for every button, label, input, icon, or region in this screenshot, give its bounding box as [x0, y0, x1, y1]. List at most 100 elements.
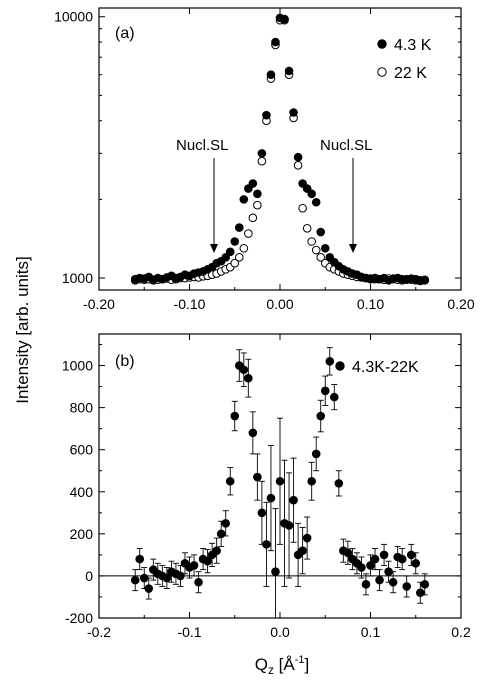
- data-point-4-3k: [230, 237, 240, 246]
- panel-a-label: (a): [115, 25, 135, 42]
- panel-a-x-tick-label: 0.10: [357, 296, 384, 312]
- panel-a-y-tick-label: 1000: [62, 270, 93, 286]
- panel-a-y-tick-label: 10000: [54, 9, 93, 25]
- data-point-4-3k: [289, 108, 298, 117]
- data-point-4-3k: [280, 14, 289, 24]
- data-point-diff: [239, 365, 249, 375]
- data-point-diff: [266, 493, 276, 503]
- panel-b-y-tick-label: 200: [70, 526, 94, 542]
- data-point-diff: [325, 357, 335, 366]
- x-axis-title-unit-close: ]: [305, 655, 310, 674]
- panel-b-x-tick-label: 0.1: [361, 624, 381, 640]
- panel-a-x-tick-label: -0.20: [83, 296, 115, 312]
- data-point-4-3k: [239, 195, 249, 204]
- data-point-22k: [257, 156, 267, 166]
- data-point-4-3k: [316, 227, 326, 237]
- data-point-diff: [316, 411, 326, 421]
- annotation-nucl-sl-left-text: Nucl.SL: [176, 137, 229, 154]
- panel-b-y-tick-label: 0: [85, 568, 93, 584]
- data-point-22k: [307, 237, 316, 246]
- data-point-diff: [162, 573, 172, 583]
- annotation-arrowhead-right: [349, 244, 357, 253]
- data-point-4-3k: [266, 70, 276, 80]
- data-point-4-3k: [307, 189, 316, 199]
- panel-b: -0.2 -0.1 0.0 0.1 0.2 -200 0 200 400 600 800 1000 (…: [62, 333, 471, 640]
- panel-b-x-tick-label: -0.1: [177, 624, 201, 640]
- panel-a-legend: 4.3 K 22 K: [377, 37, 432, 82]
- data-point-diff: [379, 550, 389, 560]
- data-point-4-3k: [293, 152, 303, 162]
- data-point-diff: [244, 373, 253, 383]
- data-point-4-3k: [284, 66, 294, 76]
- data-point-22k: [298, 203, 307, 213]
- data-point-diff: [420, 580, 430, 589]
- data-point-diff: [402, 582, 412, 591]
- data-point-diff: [271, 567, 280, 577]
- data-point-diff: [302, 533, 312, 543]
- legend-marker-22k: [377, 67, 387, 77]
- data-point-diff: [415, 588, 425, 598]
- panel-b-x-tick-label: -0.2: [87, 624, 111, 640]
- legend-label-4-3k: 4.3 K: [394, 37, 432, 54]
- panel-a-marks: [130, 13, 430, 286]
- data-point-22k: [234, 253, 244, 262]
- data-point-diff: [248, 428, 258, 438]
- annotation-arrowhead-left: [210, 244, 218, 253]
- data-point-diff: [375, 575, 384, 585]
- data-point-diff: [397, 554, 407, 564]
- panel-a: -0.20 -0.10 0.00 0.10 0.20 1000 10000 (a) 4.3 …: [54, 7, 475, 312]
- panel-b-label: (b): [115, 353, 135, 370]
- x-axis-title: Qz [Å-1]: [255, 654, 310, 677]
- panel-b-ticks: -0.2 -0.1 0.0 0.1 0.2 -200 0 200 400 600 800 1000: [62, 334, 471, 640]
- y-axis-title: Intensity [arb. units]: [13, 256, 32, 403]
- data-point-diff: [320, 386, 330, 396]
- data-point-diff: [212, 546, 221, 555]
- data-point-diff: [343, 548, 353, 558]
- data-point-diff: [334, 479, 344, 488]
- data-point-diff: [144, 584, 154, 593]
- data-point-diff: [189, 561, 199, 570]
- data-point-diff: [289, 495, 298, 505]
- data-point-diff: [411, 559, 421, 568]
- data-point-diff: [388, 577, 398, 587]
- data-point-diff: [176, 571, 185, 581]
- data-point-22k: [316, 253, 326, 262]
- panel-b-y-tick-label: 400: [70, 484, 94, 500]
- data-point-4-3k: [257, 149, 267, 158]
- data-point-diff: [225, 476, 235, 486]
- x-axis-title-unit: [Å: [274, 655, 295, 674]
- panel-b-y-tick-label: 600: [70, 442, 94, 458]
- panel-b-x-tick-label: 0.0: [270, 624, 290, 640]
- panel-b-y-tick-label: 800: [70, 400, 94, 416]
- panel-b-y-tick-label: -200: [65, 610, 93, 626]
- data-point-diff: [257, 508, 267, 518]
- x-axis-title-base: Q: [255, 655, 268, 674]
- data-point-diff: [230, 411, 240, 421]
- data-point-4-3k: [248, 179, 258, 188]
- data-point-4-3k: [420, 275, 430, 285]
- data-point-diff: [216, 529, 226, 539]
- panel-a-x-tick-label: -0.10: [174, 296, 206, 312]
- data-point-diff: [311, 449, 321, 459]
- data-point-diff: [330, 392, 339, 402]
- panel-a-ticks: -0.20 -0.10 0.00 0.10 0.20 1000 10000: [54, 8, 475, 312]
- data-point-4-3k: [271, 37, 280, 47]
- data-point-22k: [253, 200, 262, 210]
- data-point-22k: [248, 213, 258, 223]
- data-point-diff: [366, 561, 375, 570]
- data-point-diff: [406, 550, 416, 560]
- annotation-nucl-sl-right-text: Nucl.SL: [320, 137, 373, 154]
- data-point-diff: [262, 540, 271, 549]
- annotation-nucl-sl-left: Nucl.SL: [176, 137, 229, 253]
- panel-b-x-tick-label: 0.2: [451, 624, 471, 640]
- data-point-22k: [230, 258, 240, 268]
- panel-b-y-tick-label: 1000: [62, 358, 93, 374]
- data-point-4-3k: [311, 197, 321, 207]
- data-point-22k: [311, 245, 321, 255]
- data-point-diff: [357, 563, 366, 572]
- data-point-diff: [194, 577, 203, 587]
- data-point-diff: [307, 476, 316, 486]
- legend-label-22k: 22 K: [394, 65, 427, 82]
- data-point-diff: [130, 575, 140, 585]
